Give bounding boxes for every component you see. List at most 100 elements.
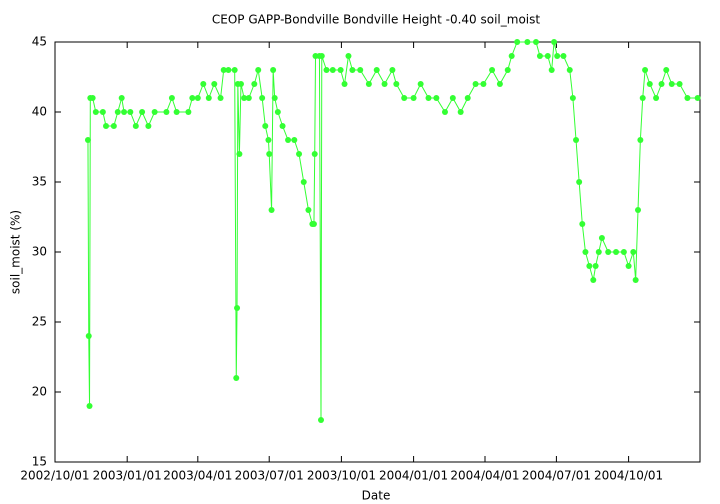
y-tick-label: 25 xyxy=(32,315,47,329)
data-point xyxy=(173,109,180,115)
data-point xyxy=(544,53,551,59)
x-tick-label: 2004/04/01 xyxy=(450,469,519,483)
data-point xyxy=(118,95,125,101)
data-point xyxy=(220,67,227,73)
data-point xyxy=(110,123,117,129)
data-point xyxy=(163,109,170,115)
x-tick-label: 2004/07/01 xyxy=(522,469,591,483)
data-point xyxy=(590,277,597,283)
data-point xyxy=(231,67,238,73)
data-point xyxy=(536,53,543,59)
data-point xyxy=(389,67,396,73)
data-point xyxy=(341,81,348,87)
data-point xyxy=(296,151,303,157)
data-point xyxy=(121,109,128,115)
data-point xyxy=(635,207,642,213)
data-point xyxy=(357,67,364,73)
data-point xyxy=(573,137,580,143)
data-point xyxy=(551,39,558,45)
data-point xyxy=(417,81,424,87)
plot-frame xyxy=(54,41,701,463)
data-point xyxy=(496,81,503,87)
data-point xyxy=(318,53,325,59)
data-point xyxy=(449,95,456,101)
y-tick-label: 15 xyxy=(32,455,47,469)
data-point xyxy=(233,375,240,381)
data-point xyxy=(576,179,583,185)
data-point xyxy=(345,53,352,59)
data-point xyxy=(266,151,273,157)
data-point xyxy=(274,109,281,115)
y-tick-label: 45 xyxy=(32,35,47,49)
data-point xyxy=(255,67,262,73)
data-point xyxy=(245,95,252,101)
data-point xyxy=(524,39,531,45)
x-tick-label: 2004/01/01 xyxy=(379,469,448,483)
y-tick-label: 30 xyxy=(32,245,47,259)
data-point xyxy=(480,81,487,87)
data-point xyxy=(85,333,92,339)
data-point xyxy=(373,67,380,73)
data-point xyxy=(145,123,152,129)
data-point xyxy=(642,67,649,73)
data-point xyxy=(566,67,573,73)
data-point xyxy=(504,67,511,73)
data-point xyxy=(632,277,639,283)
data-point xyxy=(393,81,400,87)
data-point xyxy=(323,67,330,73)
data-point xyxy=(514,39,521,45)
data-point xyxy=(401,95,408,101)
data-point xyxy=(103,123,110,129)
data-point xyxy=(625,263,632,269)
x-tick-label: 2004/10/01 xyxy=(594,469,663,483)
data-point xyxy=(211,81,218,87)
data-point xyxy=(337,67,344,73)
data-point xyxy=(349,67,356,73)
data-point xyxy=(271,95,278,101)
data-point xyxy=(132,123,139,129)
data-point xyxy=(234,305,241,311)
data-point xyxy=(630,249,637,255)
data-point xyxy=(251,81,258,87)
y-tick-label: 20 xyxy=(32,385,47,399)
data-point xyxy=(310,221,317,227)
data-point xyxy=(291,137,298,143)
x-tick-label: 2003/07/01 xyxy=(235,469,304,483)
data-point xyxy=(168,95,175,101)
data-point xyxy=(89,95,96,101)
data-point xyxy=(605,249,612,255)
data-point xyxy=(200,81,207,87)
data-point xyxy=(694,95,701,101)
x-axis-label: Date xyxy=(362,489,391,503)
data-point xyxy=(684,95,691,101)
x-tick-label: 2003/04/01 xyxy=(163,469,232,483)
data-point xyxy=(365,81,372,87)
data-point xyxy=(285,137,292,143)
data-point xyxy=(639,95,646,101)
data-point xyxy=(217,95,224,101)
data-point xyxy=(533,39,540,45)
data-point xyxy=(305,207,312,213)
data-point xyxy=(433,95,440,101)
data-point xyxy=(637,137,644,143)
data-point xyxy=(586,263,593,269)
data-point xyxy=(270,67,277,73)
data-point xyxy=(668,81,675,87)
data-point xyxy=(189,95,196,101)
data-point xyxy=(268,207,275,213)
data-point xyxy=(241,95,248,101)
data-point xyxy=(127,109,134,115)
data-point xyxy=(151,109,158,115)
data-point xyxy=(560,53,567,59)
y-tick-label: 35 xyxy=(32,175,47,189)
data-point xyxy=(194,95,201,101)
x-tick-label: 2003/10/01 xyxy=(307,469,376,483)
data-point xyxy=(265,137,272,143)
data-point xyxy=(279,123,286,129)
data-point xyxy=(554,53,561,59)
data-point xyxy=(99,109,106,115)
data-point xyxy=(329,67,336,73)
data-point xyxy=(653,95,660,101)
data-point xyxy=(620,249,627,255)
y-tick-label: 40 xyxy=(32,105,47,119)
